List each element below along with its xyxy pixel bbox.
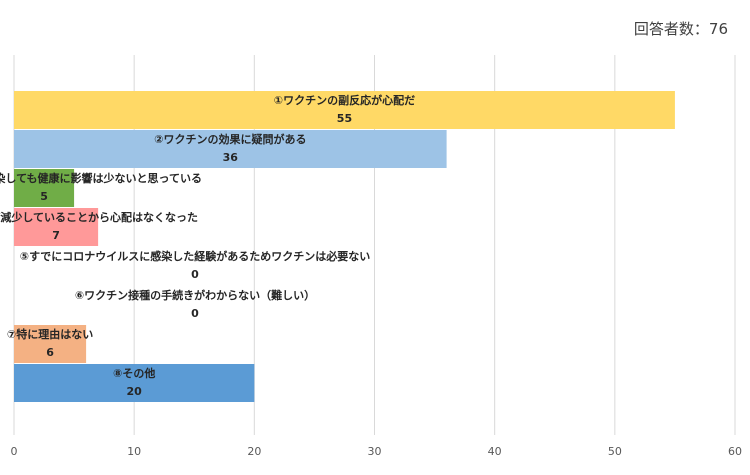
bar	[14, 91, 675, 129]
bar	[14, 169, 75, 207]
bar-labels: ①ワクチンの副反応が心配だ 55 ②ワクチンの効果に疑問がある 36 ③コロナウイルスに…	[0, 93, 415, 398]
category-label: ⑧その他	[113, 366, 155, 380]
x-tick-label: 20	[247, 445, 261, 458]
x-tick-label: 50	[608, 445, 622, 458]
data-label: 0	[191, 307, 199, 320]
bar	[14, 130, 447, 168]
category-label: ①ワクチンの副反応が心配だ	[274, 93, 415, 107]
category-label: ⑤すでにコロナウイルスに感染した経験があるためワクチンは必要ない	[20, 249, 370, 263]
x-tick-label: 0	[11, 445, 18, 458]
data-label: 0	[191, 268, 199, 281]
x-axis-ticks: 0 10 20 30 40 50 60	[11, 445, 743, 458]
data-label: 6	[46, 346, 54, 359]
bar	[14, 325, 87, 363]
category-label: ②ワクチンの効果に疑問がある	[154, 132, 306, 146]
bar	[14, 364, 255, 402]
respondent-count: 回答者数：76	[633, 20, 728, 38]
bars	[14, 91, 675, 402]
bar	[14, 208, 99, 246]
data-label: 36	[223, 151, 239, 164]
x-tick-label: 10	[127, 445, 141, 458]
x-tick-label: 60	[728, 445, 742, 458]
category-label: ⑥ワクチン接種の手続きがわからない（難しい）	[75, 288, 315, 302]
data-label: 7	[52, 229, 60, 242]
x-tick-label: 30	[368, 445, 382, 458]
category-label: ③コロナウイルスに感染しても健康に影響は少ないと思っている	[0, 171, 202, 185]
data-label: 5	[40, 190, 48, 203]
x-tick-label: 40	[488, 445, 502, 458]
data-label: 20	[127, 385, 143, 398]
category-label: ④国内の感染者が減少していることから心配はなくなった	[0, 210, 198, 224]
data-label: 55	[337, 112, 352, 125]
category-label: ⑦特に理由はない	[7, 327, 93, 341]
